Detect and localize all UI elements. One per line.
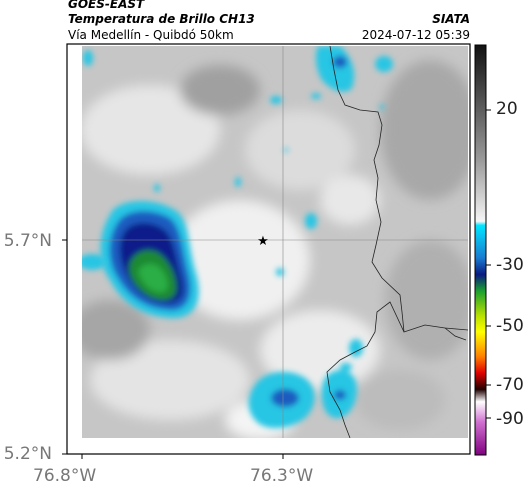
colorbar-tick-minus-30: -30	[496, 255, 524, 275]
department-border-south	[326, 301, 405, 438]
satellite-label: GOES-EAST	[68, 0, 145, 11]
colorbar	[474, 44, 487, 456]
department-border	[329, 46, 468, 333]
department-border-east	[444, 327, 467, 341]
location-star-icon: ★	[257, 234, 269, 249]
datetime-label: 2024-07-12 05:39	[361, 28, 470, 42]
y-tick-label-5-2: 5.2°N	[3, 444, 52, 464]
colorbar-tick-minus-90: -90	[496, 409, 524, 429]
brightness-temperature-field: ★	[82, 46, 468, 438]
y-tick-label-5-7: 5.7°N	[3, 231, 52, 251]
product-title: Temperatura de Brillo CH13	[68, 12, 255, 26]
x-tick-label-76-8: 76.8°W	[33, 466, 97, 486]
colorbar-tick-20: 20	[496, 99, 518, 119]
plot-frame	[66, 43, 471, 455]
source-label: SIATA	[432, 12, 470, 26]
region-label: Vía Medellín - Quibdó 50km	[68, 28, 234, 42]
colorbar-tick-minus-70: -70	[496, 375, 524, 395]
colorbar-tick-minus-50: -50	[496, 316, 524, 336]
x-tick-label-76-3: 76.3°W	[250, 466, 314, 486]
